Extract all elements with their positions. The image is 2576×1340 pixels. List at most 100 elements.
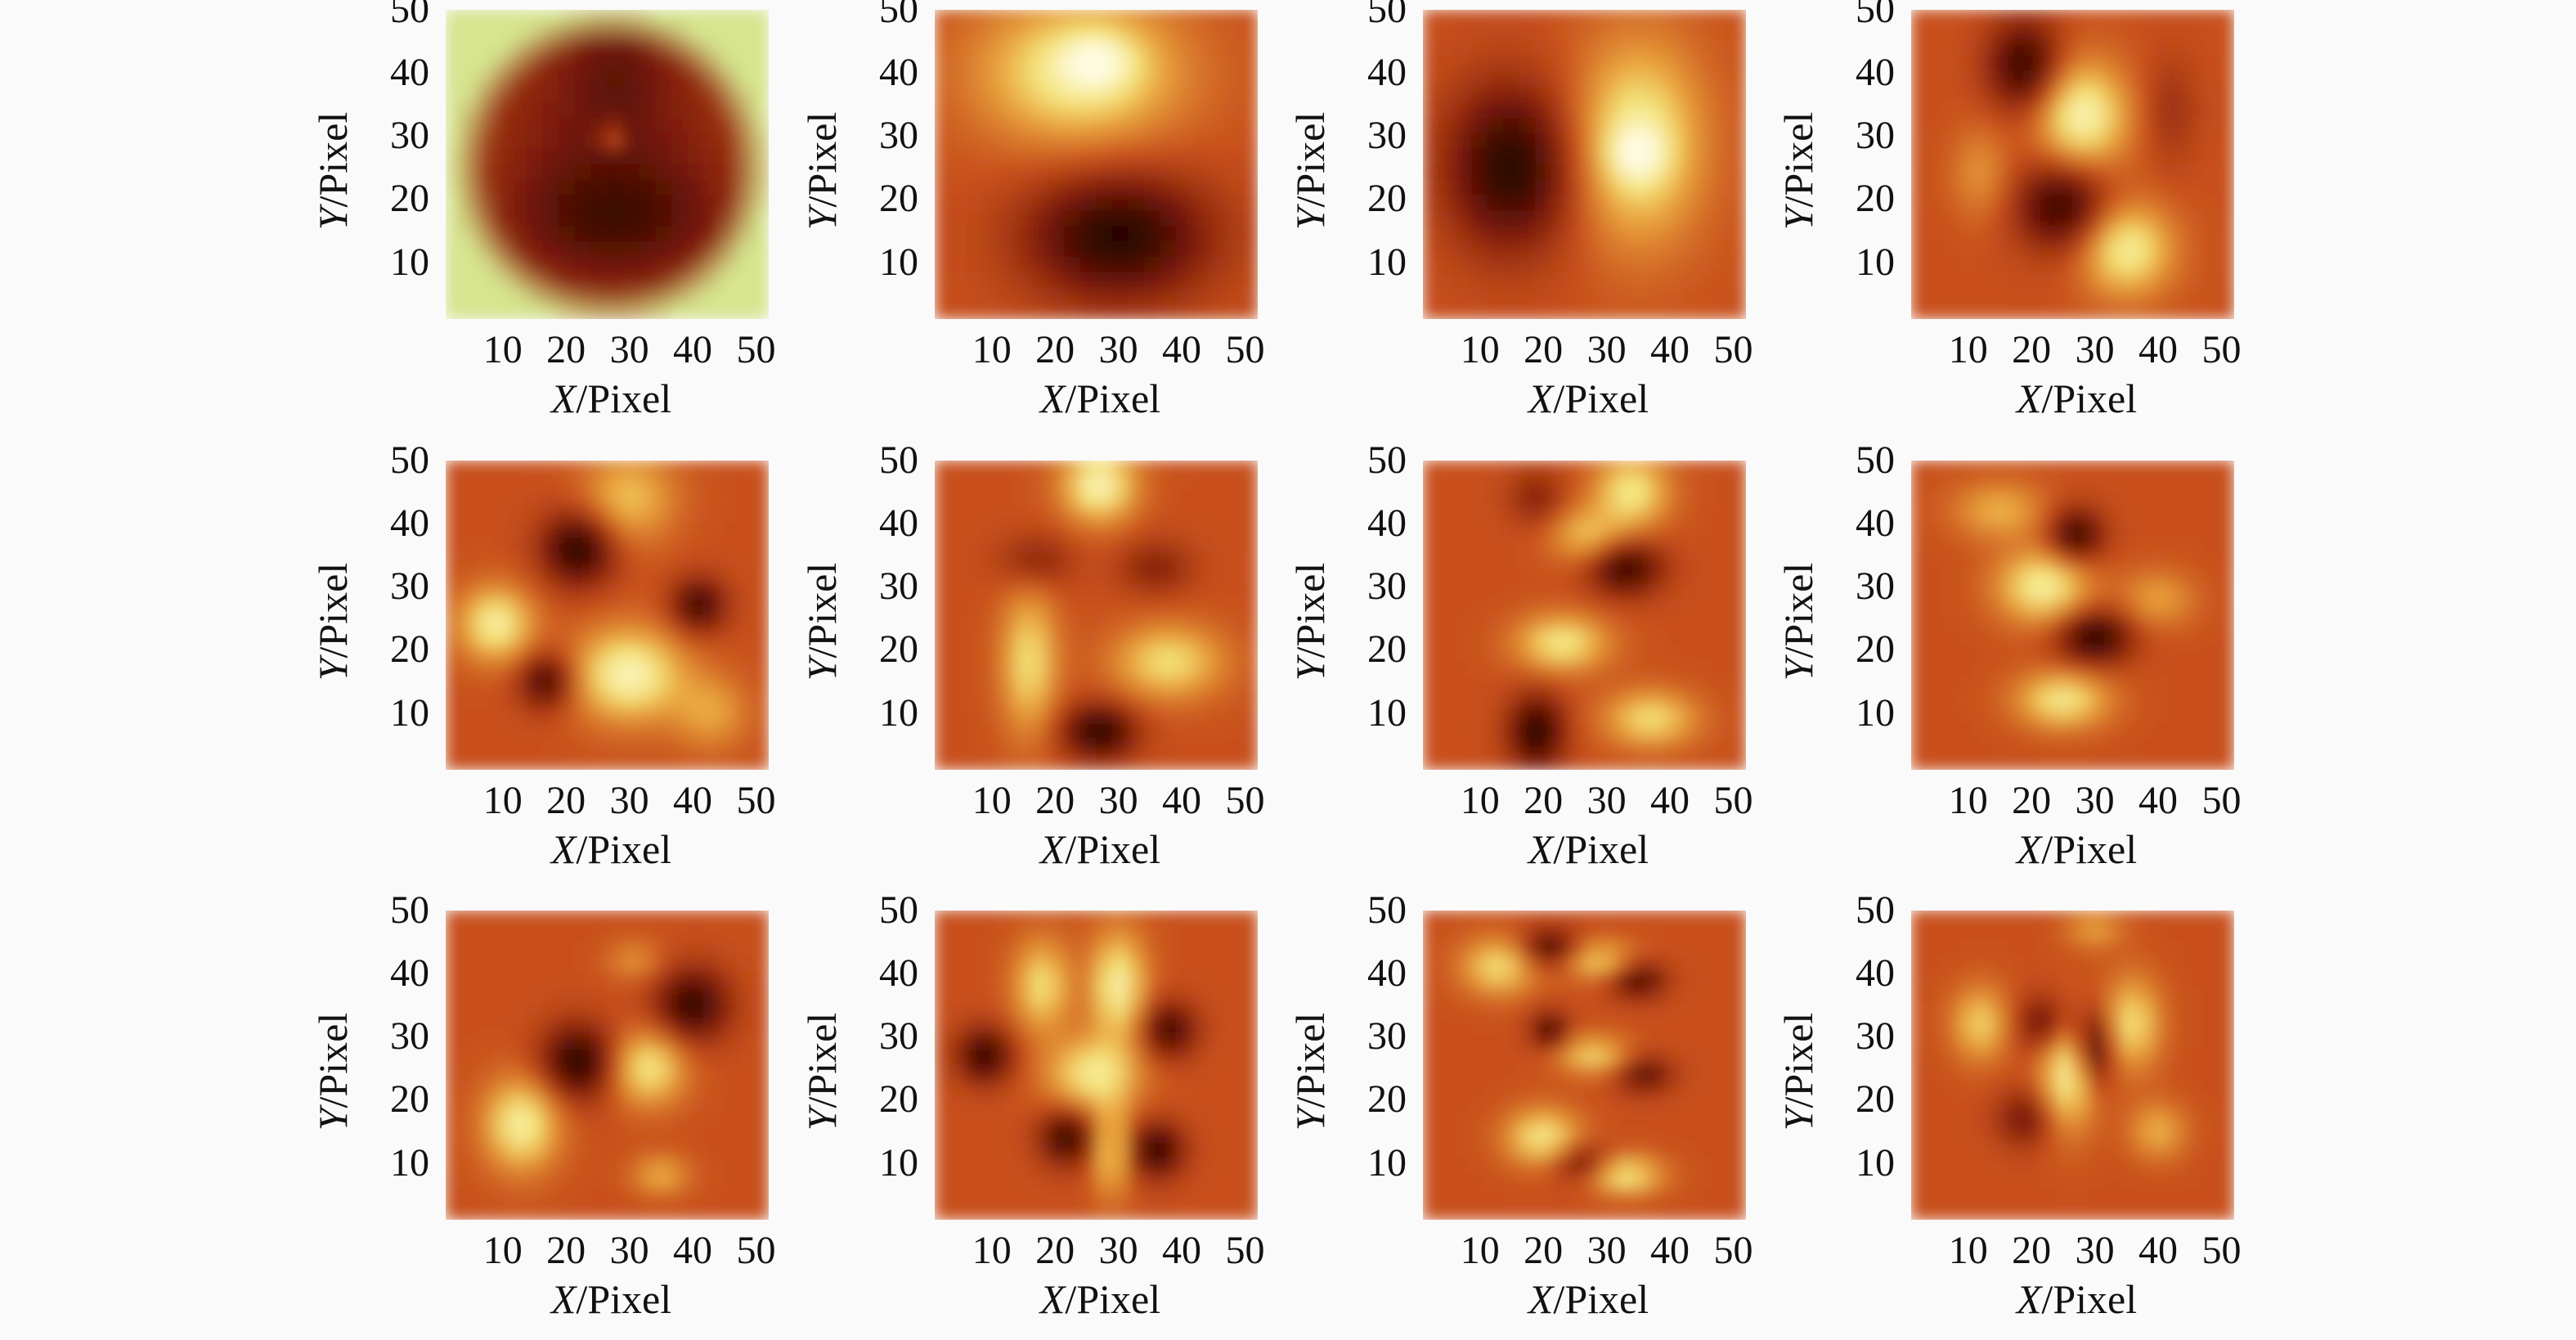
heatmap-cell [461, 101, 478, 119]
heatmap-cell [1697, 241, 1714, 258]
heatmap-cell [1568, 1033, 1585, 1050]
heatmap-cell [1568, 56, 1585, 73]
heatmap-cell [1111, 133, 1129, 150]
heatmap-cell [2169, 630, 2187, 647]
heatmap-cell [1225, 692, 1242, 708]
heatmap-cell [478, 1142, 495, 1158]
heatmap-cell [1455, 210, 1472, 227]
heatmap-cell [1047, 195, 1065, 212]
heatmap-cell [1241, 987, 1258, 1004]
heatmap-cell [1681, 195, 1699, 212]
heatmap-cell [446, 226, 463, 242]
heatmap-cell [1487, 972, 1505, 988]
heatmap-cell [1192, 925, 1210, 942]
heatmap-cell [982, 645, 1000, 663]
heatmap-cell [1911, 272, 1928, 289]
heatmap-cell [478, 1126, 495, 1143]
heatmap-cell [607, 583, 624, 600]
heatmap-cell [509, 461, 527, 477]
heatmap-cell [703, 40, 721, 57]
heatmap-cell [2072, 101, 2089, 119]
heatmap-cell [2201, 117, 2219, 134]
y-axis-label: Y/Pixel [799, 563, 845, 681]
heatmap-cell [703, 707, 721, 724]
heatmap-cell [446, 568, 463, 585]
heatmap-cell [461, 303, 478, 319]
heatmap-cell [542, 226, 559, 242]
heatmap-cell [574, 599, 592, 616]
heatmap-cell [982, 210, 1000, 227]
heatmap-cell [1991, 522, 2008, 538]
heatmap-cell [1144, 1126, 1161, 1143]
heatmap-cell [1079, 226, 1097, 242]
heatmap-cell [1729, 1002, 1746, 1019]
x-axis-variable: X [2016, 375, 2042, 421]
heatmap-cell [1616, 179, 1634, 196]
heatmap-cell [1729, 101, 1746, 119]
heatmap-cell [2072, 552, 2089, 569]
heatmap-cell [1713, 287, 1730, 304]
heatmap-cell [950, 506, 967, 524]
heatmap-cell [935, 491, 952, 508]
heatmap-cell [1713, 738, 1730, 755]
heatmap-cell [1423, 1080, 1440, 1097]
heatmap-cell [1160, 925, 1178, 942]
heatmap-cell [509, 71, 527, 88]
heatmap-cell [982, 614, 1000, 632]
heatmap-cell [590, 630, 608, 647]
heatmap-cell [1225, 1002, 1242, 1019]
heatmap-cell [2120, 1172, 2138, 1189]
heatmap-cell [2008, 101, 2025, 119]
heatmap-cell [1975, 753, 1993, 770]
heatmap-cell [461, 272, 478, 289]
heatmap-cell [1927, 941, 1944, 958]
x-tick-label: 20 [2012, 328, 2052, 371]
heatmap-cell [2072, 256, 2089, 273]
heatmap-cell [493, 599, 511, 616]
heatmap-cell [1551, 956, 1569, 974]
heatmap-cell [2023, 117, 2041, 134]
heatmap-cell [1225, 1064, 1242, 1081]
heatmap-cell [1927, 552, 1944, 569]
heatmap-cell [2072, 1080, 2089, 1097]
heatmap-cell [2120, 583, 2138, 600]
heatmap-cell [478, 1080, 495, 1097]
heatmap-cell [1487, 475, 1505, 492]
heatmap-cell [1632, 941, 1649, 958]
heatmap-cell [2217, 1064, 2234, 1081]
heatmap-cell [2104, 1018, 2122, 1035]
heatmap-cell [1697, 491, 1714, 508]
heatmap-cell [1079, 195, 1097, 212]
heatmap-cell [1015, 164, 1032, 181]
heatmap-cell [2152, 25, 2170, 42]
heatmap-cell [1632, 272, 1649, 289]
heatmap-cell [1729, 1203, 1746, 1220]
heatmap-cell [982, 40, 1000, 57]
heatmap-cell [2023, 614, 2041, 632]
heatmap-cell [590, 148, 608, 165]
heatmap-cell [1649, 1188, 1666, 1205]
heatmap-cell [1047, 568, 1065, 585]
heatmap-cell [1535, 1095, 1553, 1113]
heatmap-svg [1911, 461, 2234, 770]
heatmap-cell [1681, 25, 1699, 42]
heatmap-cell [1943, 210, 1960, 227]
heatmap-cell [493, 537, 511, 554]
heatmap-cell [1535, 522, 1553, 538]
heatmap-cell [1063, 133, 1081, 150]
heatmap-cell [1128, 661, 1146, 678]
heatmap-cell [999, 179, 1016, 196]
heatmap-cell [935, 614, 952, 632]
heatmap-cell [1568, 506, 1585, 524]
heatmap-cell [1031, 537, 1048, 554]
heatmap-cell [935, 1002, 952, 1019]
heatmap-cell [1470, 40, 1488, 57]
heatmap-cell [1192, 956, 1210, 974]
heatmap-cell [509, 148, 527, 165]
heatmap-cell [655, 738, 672, 755]
heatmap-cell [687, 583, 705, 600]
heatmap-cell [478, 925, 495, 942]
heatmap-cell [2152, 1172, 2170, 1189]
heatmap-cell [1519, 677, 1537, 693]
heatmap-cell [2201, 226, 2219, 242]
